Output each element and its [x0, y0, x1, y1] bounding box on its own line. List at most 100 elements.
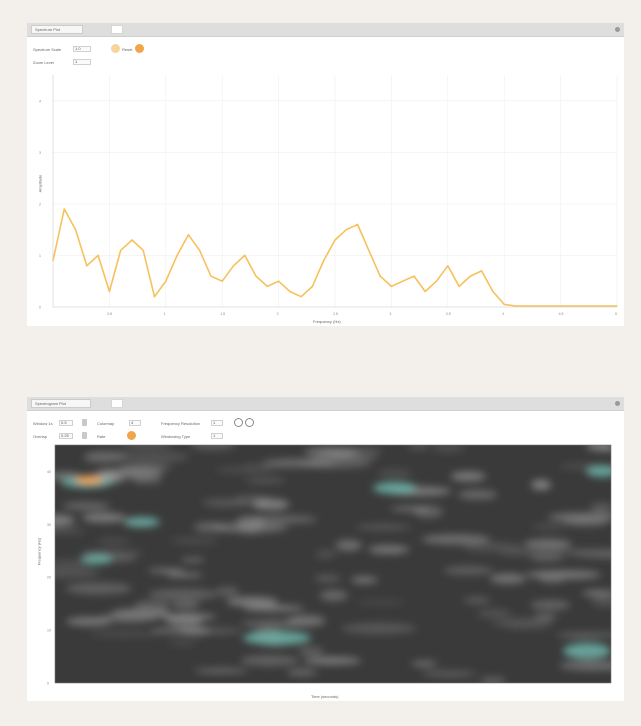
spectrum-panel: Spectrum Plot Spectrum Scale 1.0 Reset Z… [27, 23, 624, 326]
data-point [266, 285, 268, 287]
spectrum-titlebar: Spectrum Plot [27, 23, 624, 37]
spectrum-chart: 4 3 2 1 0 0.5 1 1.5 2 2.5 3 3.5 4 4.5 5 [39, 75, 618, 316]
data-point [435, 280, 438, 282]
window-input[interactable]: 0.5 [59, 420, 73, 426]
data-point [165, 280, 167, 282]
data-point [187, 234, 189, 236]
spectrogram-chart: 40 30 20 10 0 [47, 444, 612, 686]
spectrogram-titlebar: Spectrogram Plot [27, 397, 624, 411]
data-point [323, 260, 325, 262]
overlap-input[interactable]: 0.25 [59, 433, 73, 439]
rate-toggle-icon[interactable] [127, 431, 136, 440]
data-point [379, 275, 381, 277]
y-tick-label: 1 [39, 254, 41, 258]
data-point [447, 265, 449, 267]
data-point [52, 260, 54, 262]
window-label: Window 1s [33, 421, 53, 426]
play-icon[interactable] [135, 44, 144, 53]
y-tick-label: 3 [39, 151, 41, 155]
x-tick-label: 5 [615, 312, 617, 316]
data-point [199, 249, 201, 251]
tab-spectrum[interactable]: Spectrum Plot [31, 25, 83, 34]
zoom-level-label: Zoom Level [33, 60, 54, 65]
spectrogram-texture [55, 445, 611, 683]
y-tick-label: 0 [39, 306, 41, 310]
x-tick-label: 0.5 [107, 312, 112, 316]
data-point [514, 305, 517, 307]
spectrum-scale-label: Spectrum Scale [33, 47, 62, 52]
y-tick-label: 0 [47, 682, 49, 686]
y-tick-label: 2 [39, 202, 41, 206]
x-tick-label: 2 [277, 312, 279, 316]
data-point [390, 285, 392, 287]
y-tick-label: 20 [47, 576, 51, 580]
data-point [593, 305, 596, 307]
data-point [424, 290, 426, 293]
data-point [537, 305, 539, 307]
y-tick-label: 4 [39, 99, 41, 103]
data-point [86, 265, 88, 267]
spectrum-scale-input[interactable]: 1.0 [73, 46, 91, 52]
data-point [176, 254, 178, 257]
window-stepper[interactable] [82, 419, 87, 426]
data-point [356, 223, 359, 226]
tab-new[interactable] [111, 25, 123, 34]
data-point [334, 239, 336, 241]
data-point [311, 285, 314, 287]
reset-icon[interactable] [111, 44, 120, 53]
spectrogram-background [55, 445, 611, 683]
data-point [368, 249, 370, 251]
windowing-type-input[interactable]: 1 [211, 433, 223, 439]
x-tick-label: 4 [502, 312, 504, 316]
data-point [571, 305, 573, 307]
data-point [255, 275, 257, 277]
data-point [221, 280, 223, 282]
rate-label: Rate [97, 434, 106, 439]
data-point [503, 303, 505, 306]
data-point [526, 305, 528, 307]
x-tick-label: 4.5 [559, 312, 564, 316]
freq-resolution-input[interactable]: 1 [211, 420, 223, 426]
close-icon-2[interactable] [615, 401, 620, 406]
y-tick-label: 10 [47, 629, 51, 633]
data-point [413, 275, 415, 277]
data-point [120, 249, 122, 251]
close-icon[interactable] [615, 27, 620, 32]
data-point [605, 305, 607, 307]
data-point [108, 290, 110, 293]
tab-spectrogram[interactable]: Spectrogram Plot [31, 399, 91, 408]
data-point [153, 296, 156, 298]
x-tick-label: 1 [164, 312, 166, 316]
x-tick-label: 3 [389, 312, 391, 316]
data-point [289, 290, 291, 293]
overlap-stepper[interactable] [82, 432, 87, 439]
data-point [74, 229, 77, 231]
data-point [244, 254, 246, 257]
data-point [481, 270, 483, 272]
data-point [63, 208, 65, 210]
data-point [616, 305, 618, 307]
zoom-in-icon[interactable] [234, 418, 243, 427]
x-tick-label: 2.5 [333, 312, 338, 316]
colormap-select[interactable]: 4 [129, 420, 141, 426]
data-point [492, 290, 494, 293]
data-point [582, 305, 584, 307]
spectrum-xlabel: Frequency (Hz) [313, 319, 341, 324]
data-point [458, 285, 460, 287]
freq-resolution-label: Frequency Resolution [161, 421, 200, 426]
windowing-type-label: Windowing Type [161, 434, 191, 439]
data-point [97, 254, 99, 257]
zoom-out-icon[interactable] [245, 418, 254, 427]
data-point [210, 275, 212, 277]
tab-new-2[interactable] [111, 399, 123, 408]
zoom-level-input[interactable]: 1 [73, 59, 91, 65]
spectrogram-panel: Spectrogram Plot Window 1s 0.5 Overlap 0… [27, 397, 624, 701]
y-tick-label: 40 [47, 470, 51, 474]
data-point [402, 280, 404, 282]
x-tick-label: 3.5 [446, 312, 451, 316]
data-point [278, 280, 280, 282]
spectrogram-frame [54, 444, 612, 684]
data-point [548, 305, 550, 307]
spectrogram-xlabel: Time (seconds) [311, 694, 339, 699]
overlap-label: Overlap [33, 434, 48, 439]
